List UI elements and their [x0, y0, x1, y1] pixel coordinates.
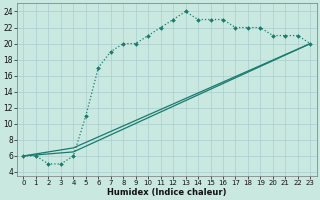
- X-axis label: Humidex (Indice chaleur): Humidex (Indice chaleur): [107, 188, 227, 197]
